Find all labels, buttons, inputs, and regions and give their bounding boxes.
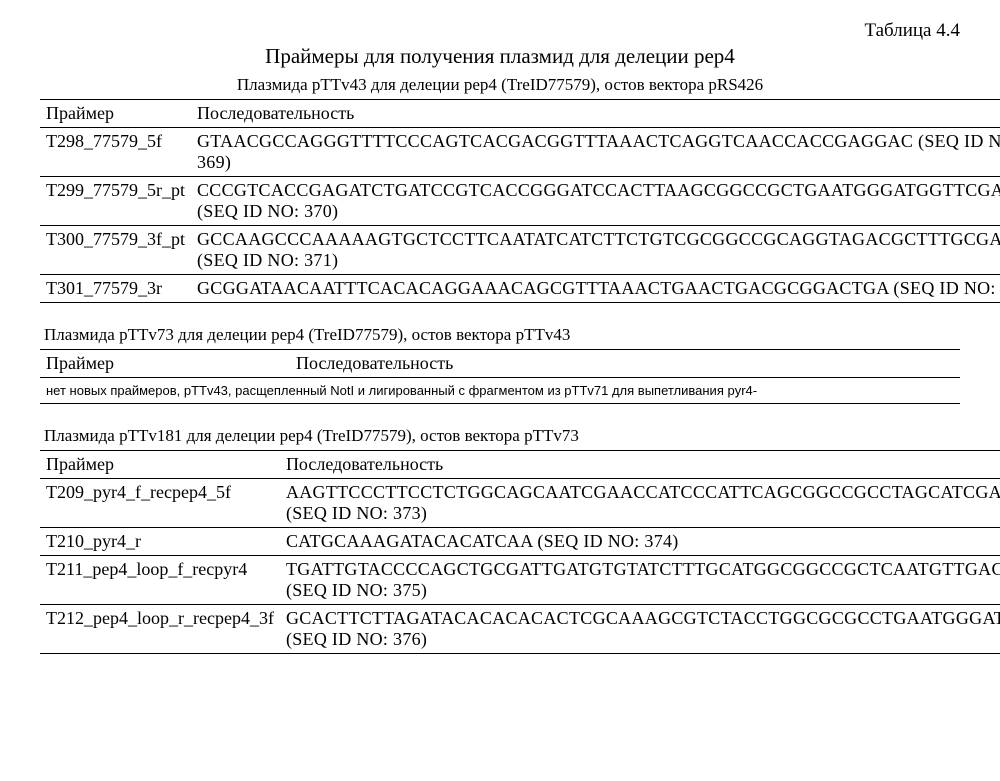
table-row: T211_pep4_loop_f_recpyr4 TGATTGTACCCCAGC… <box>40 556 1000 605</box>
col-header-primer: Праймер <box>40 350 290 378</box>
primer-cell: T211_pep4_loop_f_recpyr4 <box>40 556 280 605</box>
sequence-cell: CCCGTCACCGAGATCTGATCCGTCACCGGGATCCACTTAA… <box>191 177 1000 226</box>
main-title: Праймеры для получения плазмид для делец… <box>40 44 960 69</box>
col-header-sequence: Последовательность <box>290 350 960 378</box>
table-row: T212_pep4_loop_r_recpep4_3f GCACTTCTTAGA… <box>40 605 1000 654</box>
sequence-cell: GCGGATAACAATTTCACACAGGAAACAGCGTTTAAACTGA… <box>191 275 1000 303</box>
sequence-cell: CATGCAAAGATACACATCAA (SEQ ID NO: 374) <box>280 528 1000 556</box>
table-row: T300_77579_3f_pt GCCAAGCCCAAAAAGTGCTCCTT… <box>40 226 1000 275</box>
table-label: Таблица 4.4 <box>40 20 960 42</box>
section1-caption: Плазмида pTTv43 для делеции pep4 (TreID7… <box>40 75 960 95</box>
primer-cell: T210_pyr4_r <box>40 528 280 556</box>
table-header-row: Праймер Последовательность <box>40 451 1000 479</box>
sequence-cell: GCACTTCTTAGATACACACACACTCGCAAAGCGTCTACCT… <box>280 605 1000 654</box>
table-header-row: Праймер Последовательность <box>40 350 960 378</box>
primer-cell: T301_77579_3r <box>40 275 191 303</box>
note-cell: нет новых праймеров, pTTv43, расщепленны… <box>40 378 960 404</box>
col-header-sequence: Последовательность <box>280 451 1000 479</box>
primer-cell: T300_77579_3f_pt <box>40 226 191 275</box>
table-row: T210_pyr4_r CATGCAAAGATACACATCAA (SEQ ID… <box>40 528 1000 556</box>
primer-cell: T299_77579_5r_pt <box>40 177 191 226</box>
primer-cell: T212_pep4_loop_r_recpep4_3f <box>40 605 280 654</box>
table-row: T298_77579_5f GTAACGCCAGGGTTTTCCCAGTCACG… <box>40 128 1000 177</box>
section2-caption: Плазмида pTTv73 для делеции pep4 (TreID7… <box>44 325 960 345</box>
section2-table: Праймер Последовательность нет новых пра… <box>40 349 960 404</box>
col-header-sequence: Последовательность <box>191 100 1000 128</box>
sequence-cell: AAGTTCCCTTCCTCTGGCAGCAATCGAACCATCCCATTCA… <box>280 479 1000 528</box>
table-header-row: Праймер Последовательность <box>40 100 1000 128</box>
table-row: T299_77579_5r_pt CCCGTCACCGAGATCTGATCCGT… <box>40 177 1000 226</box>
sequence-cell: GTAACGCCAGGGTTTTCCCAGTCACGACGGTTTAAACTCA… <box>191 128 1000 177</box>
table-row: T209_pyr4_f_recpep4_5f AAGTTCCCTTCCTCTGG… <box>40 479 1000 528</box>
section3-table: Праймер Последовательность T209_pyr4_f_r… <box>40 450 1000 654</box>
primer-cell: T209_pyr4_f_recpep4_5f <box>40 479 280 528</box>
col-header-primer: Праймер <box>40 451 280 479</box>
section3-caption: Плазмида pTTv181 для делеции pep4 (TreID… <box>44 426 960 446</box>
note-row: нет новых праймеров, pTTv43, расщепленны… <box>40 378 960 404</box>
table-row: T301_77579_3r GCGGATAACAATTTCACACAGGAAAC… <box>40 275 1000 303</box>
section1-table: Праймер Последовательность T298_77579_5f… <box>40 99 1000 303</box>
sequence-cell: TGATTGTACCCCAGCTGCGATTGATGTGTATCTTTGCATG… <box>280 556 1000 605</box>
sequence-cell: GCCAAGCCCAAAAAGTGCTCCTTCAATATCATCTTCTGTC… <box>191 226 1000 275</box>
primer-cell: T298_77579_5f <box>40 128 191 177</box>
col-header-primer: Праймер <box>40 100 191 128</box>
